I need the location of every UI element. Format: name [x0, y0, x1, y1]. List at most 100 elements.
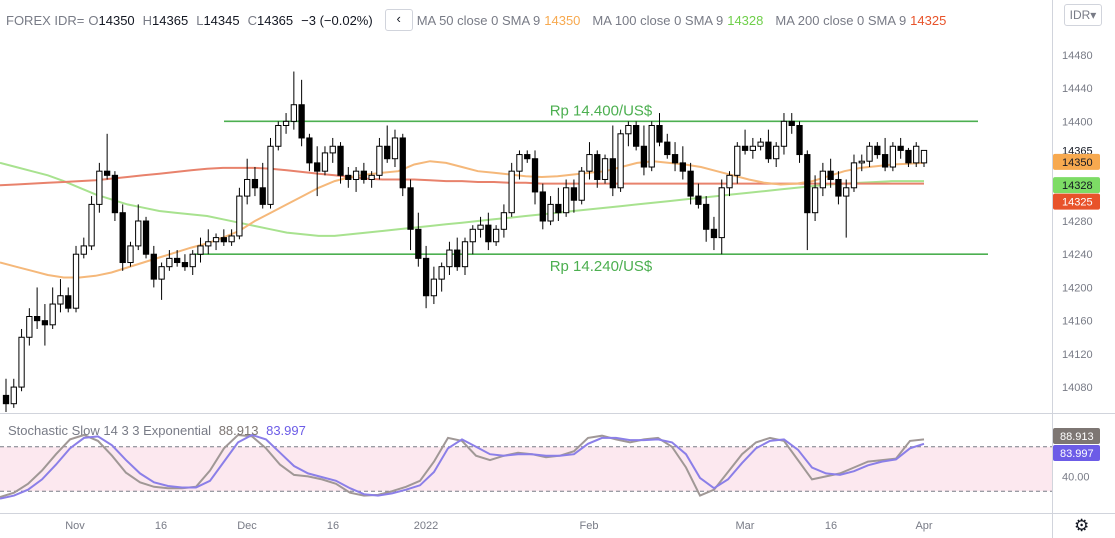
candle-body[interactable]	[189, 253, 196, 268]
candle-body[interactable]	[212, 237, 220, 243]
candle-body[interactable]	[547, 203, 554, 222]
candle-body[interactable]	[26, 316, 33, 338]
candle-body[interactable]	[741, 145, 749, 151]
candle-body[interactable]	[228, 235, 235, 243]
candle-body[interactable]	[757, 141, 764, 147]
candle-body[interactable]	[88, 203, 95, 247]
candle-body[interactable]	[835, 178, 842, 197]
candle-body[interactable]	[695, 195, 702, 205]
candle-body[interactable]	[103, 170, 111, 176]
candle-body[interactable]	[391, 137, 399, 160]
collapse-legend-button[interactable]: ‹	[384, 9, 413, 31]
candle-body[interactable]	[368, 174, 375, 180]
candle-body[interactable]	[913, 145, 920, 164]
candle-body[interactable]	[609, 158, 616, 189]
candle-body[interactable]	[570, 187, 578, 201]
ma100-label[interactable]: MA 100 close 0 SMA 9	[592, 12, 724, 28]
candle-body[interactable]	[811, 187, 819, 214]
candle-body[interactable]	[142, 220, 150, 255]
candle-body[interactable]	[524, 154, 531, 160]
candle-body[interactable]	[127, 245, 134, 264]
candle-body[interactable]	[508, 170, 515, 214]
candle-body[interactable]	[780, 120, 788, 147]
candle-body[interactable]	[703, 203, 710, 230]
candle-body[interactable]	[49, 303, 56, 326]
candle-body[interactable]	[10, 386, 17, 405]
candle-body[interactable]	[174, 257, 181, 264]
candle-body[interactable]	[539, 191, 546, 222]
currency-button[interactable]: IDR▾	[1064, 4, 1102, 26]
candle-body[interactable]	[633, 125, 640, 147]
candle-body[interactable]	[267, 145, 274, 205]
candle-body[interactable]	[135, 220, 142, 247]
axes[interactable]: 1408014120141601420014240142801432014360…	[65, 50, 1100, 532]
candle-body[interactable]	[236, 195, 243, 237]
candle-body[interactable]	[352, 170, 360, 180]
candle-body[interactable]	[306, 137, 313, 164]
candle-body[interactable]	[664, 141, 671, 156]
candle-body[interactable]	[819, 170, 827, 189]
candle-body[interactable]	[384, 145, 391, 160]
candle-body[interactable]	[804, 154, 811, 214]
candles[interactable]	[2, 71, 928, 412]
candle-body[interactable]	[259, 187, 266, 205]
candle-body[interactable]	[889, 145, 897, 168]
candle-body[interactable]	[337, 145, 344, 176]
candle-body[interactable]	[298, 104, 305, 139]
candle-body[interactable]	[578, 170, 585, 201]
candle-body[interactable]	[290, 104, 297, 122]
candle-body[interactable]	[415, 228, 422, 259]
candle-body[interactable]	[866, 145, 873, 162]
candle-body[interactable]	[345, 174, 352, 180]
candle-body[interactable]	[150, 253, 157, 280]
candle-body[interactable]	[446, 249, 453, 268]
candle-body[interactable]	[275, 125, 282, 147]
candle-body[interactable]	[321, 152, 329, 172]
candle-body[interactable]	[65, 295, 72, 309]
candle-body[interactable]	[461, 241, 469, 268]
candle-body[interactable]	[360, 170, 368, 180]
candle-body[interactable]	[314, 162, 321, 172]
candle-body[interactable]	[96, 170, 103, 205]
candle-body[interactable]	[251, 178, 259, 189]
candle-body[interactable]	[454, 249, 461, 268]
ma200-label[interactable]: MA 200 close 0 SMA 9	[775, 12, 907, 28]
candle-body[interactable]	[438, 266, 445, 280]
candle-body[interactable]	[601, 158, 609, 180]
candle-body[interactable]	[18, 336, 25, 388]
candle-body[interactable]	[773, 145, 780, 160]
candle-body[interactable]	[562, 187, 570, 214]
candle-body[interactable]	[57, 295, 64, 305]
candle-body[interactable]	[656, 125, 663, 143]
candle-body[interactable]	[282, 120, 290, 126]
candle-body[interactable]	[874, 145, 881, 156]
candle-body[interactable]	[80, 245, 87, 255]
gear-icon[interactable]: ⚙	[1074, 516, 1090, 535]
candle-body[interactable]	[788, 120, 795, 126]
candle-body[interactable]	[469, 228, 476, 243]
candle-body[interactable]	[710, 228, 718, 239]
candle-body[interactable]	[881, 154, 889, 168]
candle-body[interactable]	[679, 162, 686, 172]
candle-body[interactable]	[407, 187, 414, 230]
candle-body[interactable]	[555, 203, 562, 214]
candle-body[interactable]	[244, 178, 251, 197]
candle-body[interactable]	[181, 262, 189, 268]
candle-body[interactable]	[827, 170, 834, 180]
candle-body[interactable]	[399, 137, 406, 189]
candle-body[interactable]	[72, 253, 80, 309]
candle-body[interactable]	[796, 125, 803, 156]
candle-body[interactable]	[687, 170, 694, 197]
candle-body[interactable]	[516, 154, 523, 172]
candle-body[interactable]	[166, 257, 173, 268]
candle-body[interactable]	[765, 141, 772, 160]
candle-body[interactable]	[734, 145, 741, 176]
candle-body[interactable]	[111, 174, 119, 214]
candle-body[interactable]	[220, 237, 227, 243]
candle-body[interactable]	[594, 154, 601, 180]
candle-body[interactable]	[897, 145, 904, 151]
candle-body[interactable]	[640, 145, 648, 168]
candle-body[interactable]	[858, 160, 865, 164]
candle-body[interactable]	[531, 158, 539, 193]
